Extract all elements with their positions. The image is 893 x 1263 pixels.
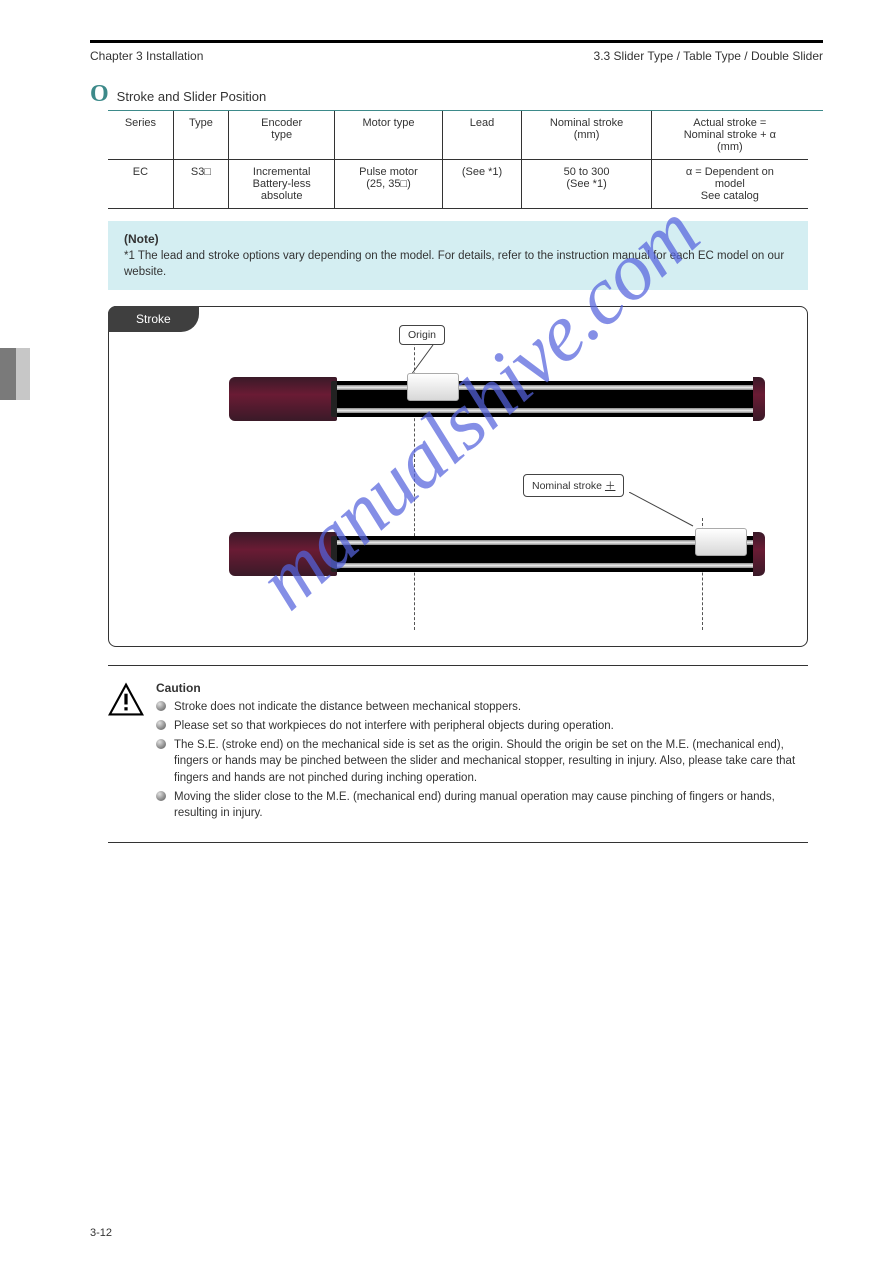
td-encoder: Incremental Battery-less absolute	[229, 160, 335, 209]
caution-block: Caution Stroke does not indicate the dis…	[108, 680, 808, 824]
th-lead: Lead	[442, 111, 522, 160]
caution-bullets: Stroke does not indicate the distance be…	[156, 699, 808, 822]
note-body: *1 The lead and stroke options vary depe…	[124, 248, 792, 280]
callout-stroke-text: Nominal stroke	[532, 480, 602, 492]
sigma-label: Stroke and Slider Position	[117, 89, 267, 104]
th-type: Type	[173, 111, 228, 160]
th-series: Series	[108, 111, 173, 160]
th-encoder: Encoder type	[229, 111, 335, 160]
page-body: Chapter 3 Installation 3.3 Slider Type /…	[0, 0, 893, 1263]
slider-origin	[407, 373, 459, 401]
callout-stroke-plus: ＋	[605, 480, 616, 492]
act-body	[229, 377, 337, 421]
table-header-row: Series Type Encoder type Motor type Lead…	[108, 111, 808, 160]
act-endcap-2	[753, 532, 765, 576]
slider-stroke	[695, 528, 747, 556]
actuator-stroke-row: Nominal stroke ＋	[109, 462, 807, 632]
td-lead: (See *1)	[442, 160, 522, 209]
section-title: 3.3 Slider Type / Table Type / Double Sl…	[594, 49, 823, 63]
caution-bullet: Stroke does not indicate the distance be…	[156, 699, 808, 716]
th-actual: Actual stroke = Nominal stroke + α (mm)	[651, 111, 808, 160]
actuator-stroke	[229, 526, 759, 580]
caution-body: Caution Stroke does not indicate the dis…	[156, 680, 808, 824]
caution-bullet: Please set so that workpieces do not int…	[156, 718, 808, 735]
callout-origin-text: Origin	[408, 329, 436, 341]
td-series: EC	[108, 160, 173, 209]
caution-bullet: The S.E. (stroke end) on the mechanical …	[156, 737, 808, 787]
th-nominal: Nominal stroke (mm)	[522, 111, 651, 160]
chapter-title: Chapter 3 Installation	[90, 49, 203, 63]
top-rule	[90, 40, 823, 43]
caution-bullet: Moving the slider close to the M.E. (mec…	[156, 789, 808, 822]
chapter-header: Chapter 3 Installation 3.3 Slider Type /…	[90, 49, 823, 63]
th-motor: Motor type	[335, 111, 442, 160]
td-actual: α = Dependent on model See catalog	[651, 160, 808, 209]
act-body-2	[229, 532, 337, 576]
sigma-icon: O	[90, 81, 109, 108]
actuator-origin-row: Origin	[109, 307, 807, 462]
page-number: 3-12	[90, 1227, 112, 1239]
spec-table: Series Type Encoder type Motor type Lead…	[108, 111, 808, 209]
td-nominal: 50 to 300 (See *1)	[522, 160, 651, 209]
act-endcap	[753, 377, 765, 421]
stroke-diagram: Stroke Origin Nominal stroke ＋	[108, 306, 808, 647]
act-rails	[337, 381, 759, 417]
actuator-origin	[229, 371, 759, 425]
td-type: S3□	[173, 160, 228, 209]
note-box: (Note) *1 The lead and stroke options va…	[108, 221, 808, 290]
callout-origin: Origin	[399, 325, 445, 345]
note-title: (Note)	[124, 231, 792, 248]
sigma-heading: O Stroke and Slider Position	[90, 81, 823, 108]
divider-above-caution	[108, 665, 808, 666]
caution-title: Caution	[156, 680, 808, 697]
divider-below-caution	[108, 842, 808, 843]
td-motor: Pulse motor (25, 35□)	[335, 160, 442, 209]
callout-stroke: Nominal stroke ＋	[523, 474, 624, 497]
warning-icon	[108, 680, 156, 824]
table-row: EC S3□ Incremental Battery-less absolute…	[108, 160, 808, 209]
